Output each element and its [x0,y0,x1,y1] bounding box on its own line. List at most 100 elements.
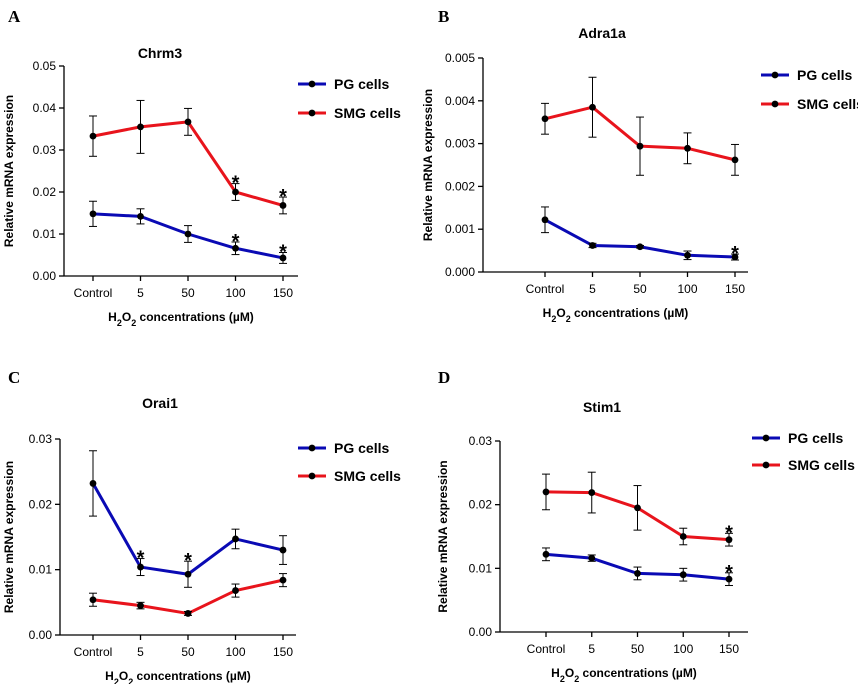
data-point [684,144,691,152]
legend-swatch-marker [762,461,770,469]
data-point [725,536,733,544]
y-tick-label: 0.004 [445,94,475,108]
data-point [89,480,97,487]
data-point [89,210,97,218]
x-tick-label: 150 [273,645,293,659]
y-axis-label: Relative mRNA expression [2,461,16,613]
legend-label: PG cells [334,440,389,456]
x-tick-label: 100 [673,642,693,656]
x-tick-label: 100 [225,645,245,659]
x-axis-label-subscript: 2 [574,674,579,684]
x-axis-label-part: H [105,669,114,683]
x-axis-label: H2O2 concentrations (µM) [543,306,689,324]
data-point [541,216,549,224]
x-tick-label: Control [74,286,113,300]
panel-label: D [438,368,450,387]
x-axis-label: H2O2 concentrations (µM) [551,666,697,684]
significance-star: * [725,562,733,584]
legend-swatch-marker [308,109,316,117]
x-tick-label: Control [527,642,566,656]
series-smg-cells: ** [89,99,287,215]
data-point [541,115,549,123]
data-point [634,504,641,512]
x-tick-label: 50 [181,645,195,659]
legend-label: PG cells [788,430,843,446]
y-tick-label: 0.002 [445,179,475,193]
x-tick-label: 5 [137,645,144,659]
series-pg-cells: * * [89,450,287,588]
panel-label: A [8,7,21,26]
y-tick-label: 0.01 [469,561,493,575]
legend-swatch-marker [308,80,316,88]
legend-label: PG cells [334,76,389,92]
chart-title: Stim1 [583,399,621,415]
legend-label: SMG cells [334,468,401,484]
x-axis-label-subscript: 2 [114,677,119,684]
x-tick-label: 50 [181,286,195,300]
data-point [232,188,239,196]
y-axis-label: Relative mRNA expression [436,460,450,612]
y-tick-label: 0.02 [29,497,53,511]
x-axis-label-part: O [119,669,128,683]
significance-star: * [137,548,145,570]
x-axis-label: H2O2 concentrations (µM) [108,310,254,328]
y-tick-label: 0.02 [33,185,57,199]
x-axis-label-subscript: 2 [117,318,122,328]
y-tick-label: 0.003 [445,137,475,151]
data-point [725,575,733,583]
data-point [731,253,739,261]
x-tick-label: 150 [725,282,745,296]
x-tick-label: 100 [677,282,697,296]
x-tick-label: Control [74,645,113,659]
data-point [232,535,239,543]
data-point [279,254,287,262]
data-point [589,242,596,249]
chart-title: Orai1 [142,395,178,411]
data-point [279,546,287,554]
y-axis-label: Relative mRNA expression [2,95,16,247]
x-tick-label: 50 [633,282,647,296]
y-tick-label: 0.03 [29,432,53,446]
legend-swatch-marker [762,434,770,442]
significance-star: * [279,241,287,263]
y-tick-label: 0.01 [29,563,53,577]
x-axis-label-subscript: 2 [551,314,556,324]
panel-label: B [438,7,449,26]
x-tick-label: 50 [631,642,645,656]
x-tick-label: 150 [719,642,739,656]
legend-swatch-marker [771,71,779,79]
chart-title: Chrm3 [138,45,183,61]
legend-swatch-marker [308,472,316,480]
data-point [588,554,596,562]
legend-swatch-marker [771,100,779,108]
x-axis-label-subscript: 2 [131,318,136,328]
data-point [542,550,550,558]
data-point [279,202,287,209]
legend-label: SMG cells [334,105,401,121]
x-tick-label: 5 [589,282,596,296]
x-axis-label-part: concentrations (µM) [133,669,251,683]
series-smg-cells [89,573,287,617]
y-tick-label: 0.00 [33,269,57,283]
x-tick-label: 150 [273,286,293,300]
x-axis-label-part: concentrations (µM) [136,310,254,324]
data-point [89,596,97,604]
y-tick-label: 0.04 [33,101,57,115]
y-tick-label: 0.00 [29,628,53,642]
x-axis-label-part: O [122,310,131,324]
significance-star: * [725,522,733,544]
data-point [684,251,691,259]
series-pg-cells: * * [89,200,287,264]
legend-label: PG cells [797,67,852,83]
data-point [184,230,192,238]
data-point [184,118,192,126]
data-point [636,243,644,251]
chart-panel-A: A Chrm3 0.00 0.01 0.02 0.03 0.04 0.05 Control 5 50… [2,7,401,328]
data-point [137,563,144,571]
series-line [544,218,736,259]
x-tick-label: 5 [137,286,144,300]
significance-star: * [232,231,240,253]
